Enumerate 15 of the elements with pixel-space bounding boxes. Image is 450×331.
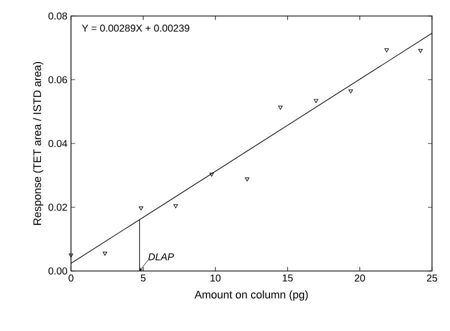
x-tick-label: 5 <box>140 274 146 282</box>
x-axis-title: Amount on column (pg) <box>194 290 308 301</box>
annotation: DLAP <box>148 253 174 260</box>
y-tick-label: 0.04 <box>48 140 68 148</box>
x-tick-label: 0 <box>68 274 74 282</box>
y-tick-label: 0.08 <box>48 12 68 20</box>
x-tick-label: 20 <box>354 274 365 282</box>
annotation: Y = 0.00289X + 0.00239 <box>82 24 190 32</box>
x-tick-label: 10 <box>210 274 221 282</box>
x-tick-label: 15 <box>282 274 293 282</box>
y-axis-title: Response (TET area / ISTD area) <box>33 62 44 225</box>
y-tick-label: 0.00 <box>48 267 68 275</box>
y-tick-label: 0.02 <box>48 204 67 211</box>
x-tick-label: 25 <box>426 274 438 282</box>
y-tick-label: 0.06 <box>48 76 68 84</box>
